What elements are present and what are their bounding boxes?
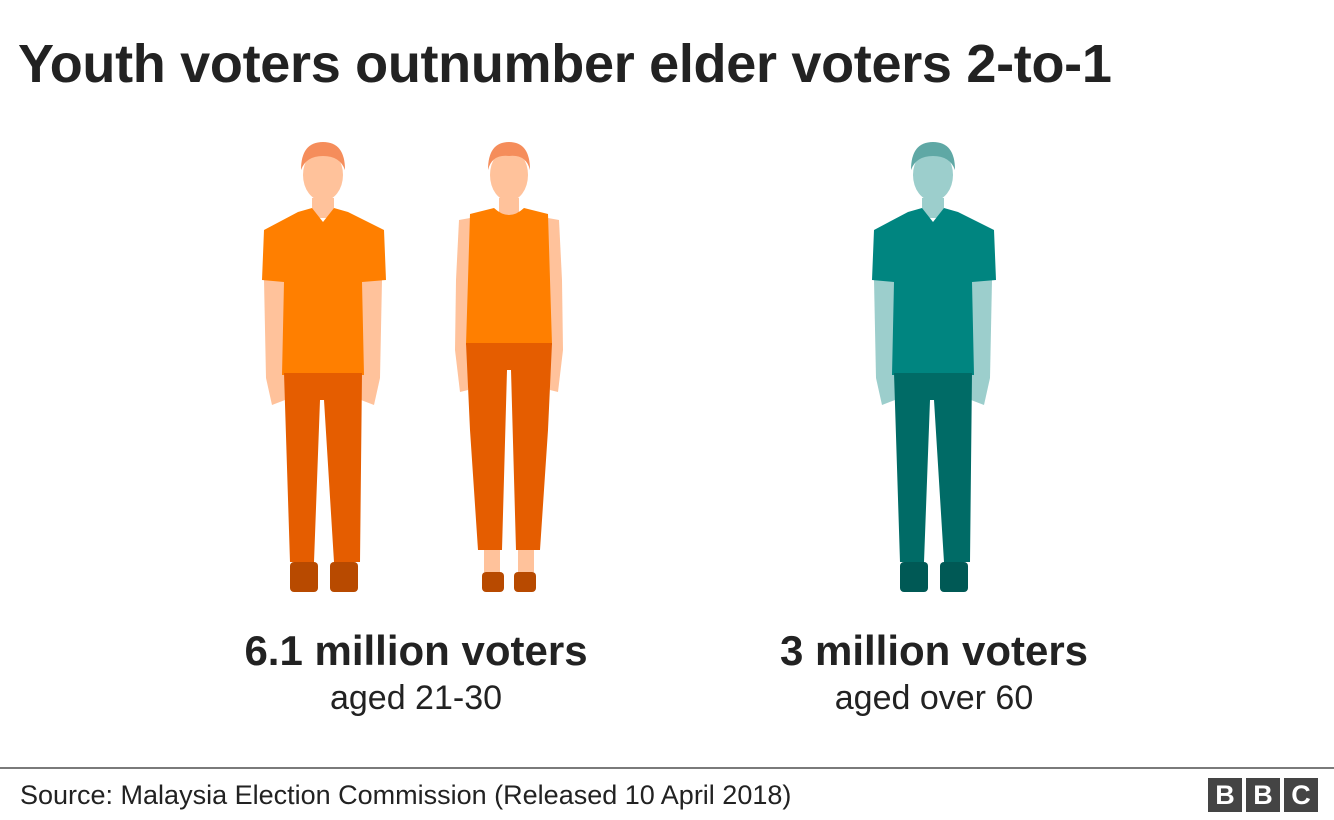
logo-letter: B: [1208, 778, 1242, 812]
elder-voters-group: 3 million voters aged over 60: [684, 626, 1184, 720]
chart-title: Youth voters outnumber elder voters 2-to…: [18, 34, 1112, 94]
elder-age-label: aged over 60: [834, 679, 1034, 717]
elder-value-label: 3 million voters: [779, 627, 1089, 674]
woman-figure-icon: [455, 142, 563, 592]
youth-voters-group: 6.1 million voters aged 21-30: [166, 626, 666, 720]
logo-letter: B: [1246, 778, 1280, 812]
logo-letter: C: [1284, 778, 1318, 812]
bbc-logo: B B C: [1208, 778, 1318, 812]
man-figure-icon: [872, 142, 996, 592]
youth-value-label: 6.1 million voters: [244, 627, 588, 674]
man-figure-icon: [262, 142, 386, 592]
footer-divider: [0, 767, 1334, 769]
source-note: Source: Malaysia Election Commission (Re…: [20, 780, 792, 810]
youth-age-label: aged 21-30: [329, 679, 503, 717]
pictogram-figures: [262, 142, 996, 592]
